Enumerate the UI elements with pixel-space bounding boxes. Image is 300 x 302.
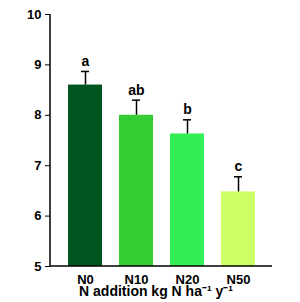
svg-text:7: 7 bbox=[34, 158, 41, 173]
svg-text:b: b bbox=[183, 101, 192, 117]
svg-text:N10: N10 bbox=[124, 271, 149, 287]
svg-text:N50: N50 bbox=[226, 271, 251, 287]
svg-text:10: 10 bbox=[27, 7, 41, 22]
svg-text:N20: N20 bbox=[175, 271, 200, 287]
svg-text:5: 5 bbox=[34, 259, 41, 274]
svg-text:c: c bbox=[235, 158, 243, 174]
svg-text:8: 8 bbox=[34, 107, 41, 122]
svg-text:9: 9 bbox=[34, 57, 41, 72]
svg-text:a: a bbox=[82, 53, 90, 69]
svg-text:ab: ab bbox=[128, 82, 144, 98]
svg-text:N0: N0 bbox=[77, 271, 94, 287]
svg-text:6: 6 bbox=[34, 208, 41, 223]
svg-text:N addition kg N ha⁻¹ y⁻¹: N addition kg N ha⁻¹ y⁻¹ bbox=[79, 283, 233, 299]
